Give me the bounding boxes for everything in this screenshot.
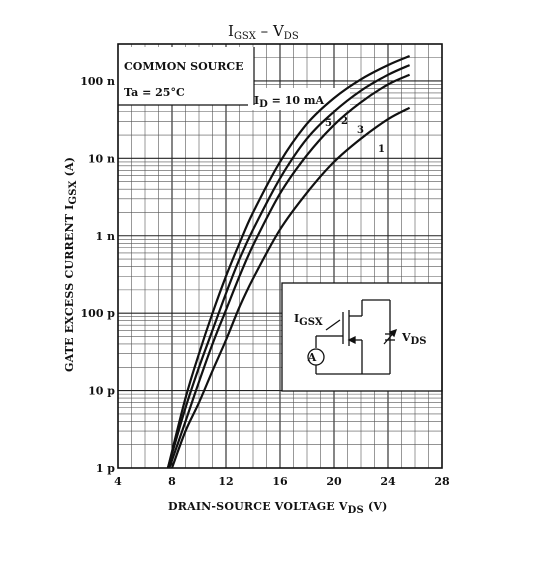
x-tick-label: 12 xyxy=(218,475,233,488)
series-line-3 xyxy=(166,64,411,469)
y-tick-label: 1 p xyxy=(96,462,115,475)
series-line-2 xyxy=(168,73,411,469)
plot-frame xyxy=(117,43,443,469)
y-axis-label: GATE EXCESS CURRENT IGSX (A) xyxy=(63,157,79,372)
drain-current-label: ID = 10 mA xyxy=(254,94,324,110)
temperature-label: Ta = 25°C xyxy=(124,86,185,99)
legend-box: COMMON SOURCE Ta = 25°C xyxy=(118,47,255,106)
legend-box-background xyxy=(118,47,254,105)
series-line-1 xyxy=(170,106,411,469)
y-tick-labels: 1 p 10 p 100 p 1 n 10 n 100 n xyxy=(80,75,115,475)
curves xyxy=(166,54,411,469)
curve-label-1: 1 xyxy=(378,144,385,155)
curve-label-2: 2 xyxy=(341,116,348,127)
y-tick-label: 1 n xyxy=(96,230,115,243)
x-tick-label: 16 xyxy=(272,475,288,488)
x-tick-label: 24 xyxy=(380,475,396,488)
y-tick-label: 100 n xyxy=(80,75,115,88)
common-source-label: COMMON SOURCE xyxy=(124,60,244,73)
x-tick-label: 4 xyxy=(114,475,122,488)
curve-label-3: 3 xyxy=(357,125,364,136)
x-tick-label: 28 xyxy=(434,475,450,488)
inset-circuit xyxy=(281,282,443,392)
y-tick-label: 10 p xyxy=(88,385,115,398)
curve-label-5: 5 xyxy=(325,118,332,129)
id-label-background xyxy=(248,88,350,110)
ammeter-label: A xyxy=(307,351,317,364)
x-tick-label: 20 xyxy=(326,475,342,488)
chart-title: IGSX – VDS xyxy=(228,22,299,42)
x-tick-labels: 4 8 12 16 20 24 28 xyxy=(114,475,450,488)
x-tick-label: 8 xyxy=(168,475,176,488)
inset-igsx-label: IGSX xyxy=(294,312,323,328)
y-tick-label: 10 n xyxy=(88,152,115,165)
series-line-5 xyxy=(166,54,411,469)
inset-vds-label: VDS xyxy=(401,331,426,347)
y-tick-label: 100 p xyxy=(81,307,116,320)
x-axis-label: DRAIN-SOURCE VOLTAGE VDS (V) xyxy=(168,500,388,516)
